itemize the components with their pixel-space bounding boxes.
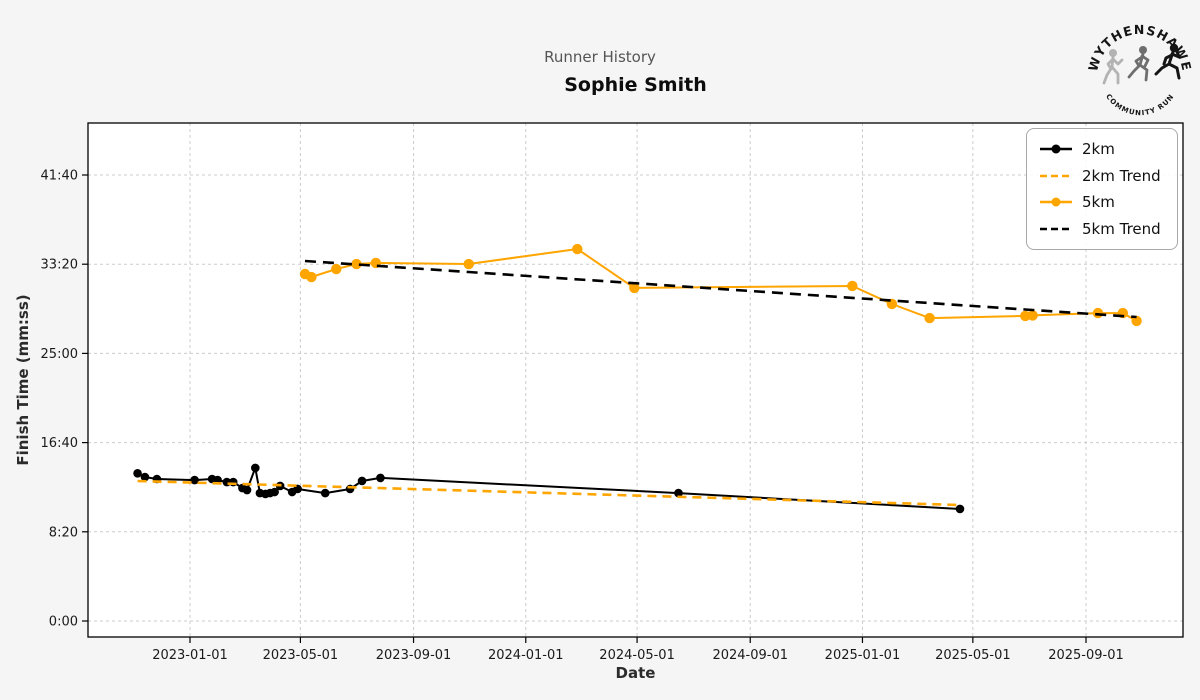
data-point-2km	[190, 475, 199, 485]
data-point-5km	[1092, 307, 1104, 319]
series-line-5km-trend	[304, 259, 1137, 319]
legend-item-2km: 2km	[1038, 136, 1166, 163]
legend-sample-2km-icon	[1040, 144, 1072, 154]
legend-item-2km-trend: 2km Trend	[1038, 163, 1166, 190]
x-tick-label: 2024-09-01	[712, 648, 788, 663]
y-tick-label: 0:00	[49, 615, 78, 630]
data-point-5km	[1027, 310, 1038, 321]
x-tick-label: 2025-01-01	[825, 648, 901, 663]
data-point-2km	[133, 468, 142, 478]
data-point-5km	[331, 263, 342, 275]
runner-silhouette-icon	[1127, 46, 1150, 82]
legend-sample-2km-trend-icon	[1040, 174, 1072, 178]
data-point-5km	[463, 258, 474, 270]
legend-label: 2km	[1082, 140, 1115, 159]
walker-silhouette-icon	[1102, 49, 1124, 85]
legend-label: 2km Trend	[1082, 166, 1161, 185]
data-point-2km	[251, 463, 260, 473]
legend-marker	[1051, 144, 1061, 154]
data-point-5km	[847, 280, 858, 292]
legend: 2km 2km Trend 5km 5km Trend	[1026, 128, 1178, 250]
data-point-5km	[572, 243, 583, 255]
y-tick-label: 33:20	[41, 258, 78, 273]
x-axis-label: Date	[615, 664, 656, 682]
data-point-2km	[357, 476, 367, 486]
y-tick-label: 41:40	[41, 169, 78, 184]
data-point-2km	[242, 485, 252, 495]
series-line-5km	[304, 248, 1138, 322]
legend-label: 5km	[1082, 193, 1115, 212]
y-tick-label: 8:20	[49, 525, 78, 540]
x-tick-label: 2023-09-01	[376, 648, 452, 663]
legend-item-5km-trend: 5km Trend	[1038, 216, 1166, 243]
legend-marker	[1051, 197, 1061, 207]
x-tick-label: 2025-05-01	[935, 648, 1011, 663]
x-tick-label: 2023-05-01	[263, 648, 339, 663]
data-point-2km	[955, 504, 965, 514]
club-logo: WYTHENSHAWE COMMUNITY RUN	[1085, 10, 1195, 120]
x-tick-label: 2024-01-01	[488, 648, 564, 663]
data-point-5km	[351, 258, 362, 270]
page-title: Sophie Smith	[564, 74, 707, 96]
y-tick-label: 16:40	[41, 436, 78, 451]
x-tick-label: 2025-09-01	[1048, 648, 1124, 663]
data-point-5km	[629, 282, 640, 294]
data-point-2km	[140, 472, 150, 482]
data-point-2km	[320, 488, 330, 498]
legend-label: 5km Trend	[1082, 219, 1161, 238]
legend-sample-5km-trend-icon	[1040, 227, 1072, 231]
y-tick-label: 25:00	[41, 347, 78, 362]
legend-sample-5km-icon	[1040, 197, 1072, 207]
series-line-2km-trend	[137, 479, 961, 507]
y-axis-label: Finish Time (mm:ss)	[14, 294, 32, 466]
data-point-2km	[376, 473, 385, 483]
x-tick-label: 2024-05-01	[599, 648, 675, 663]
data-point-5km	[924, 312, 935, 324]
data-point-5km	[306, 271, 317, 283]
data-point-2km	[674, 488, 683, 498]
legend-item-5km: 5km	[1038, 189, 1166, 216]
x-tick-label: 2023-01-01	[152, 648, 228, 663]
chart-suptitle: Runner History	[544, 48, 656, 66]
data-point-5km	[1131, 315, 1142, 327]
plot-border	[87, 122, 1184, 638]
sprinter-silhouette-icon	[1154, 43, 1181, 80]
plot-area	[88, 123, 1183, 637]
data-point-2km	[270, 487, 279, 497]
